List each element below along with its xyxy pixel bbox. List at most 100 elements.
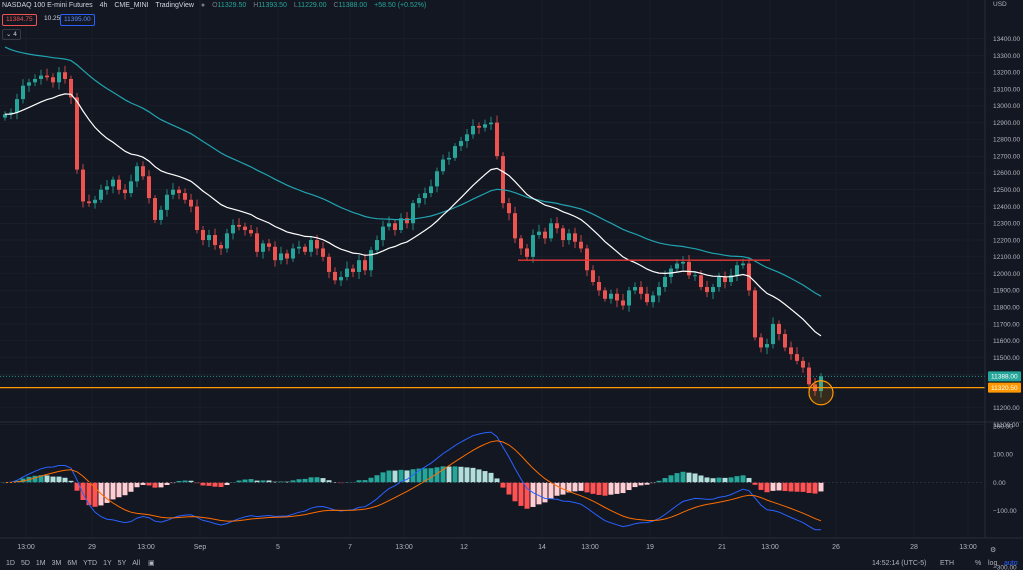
session-toggle[interactable]: ETH (940, 560, 954, 567)
candle (399, 213, 403, 234)
candle (459, 136, 463, 151)
indicators-toggle[interactable]: ⌄ 4 (2, 29, 21, 40)
macd-tick-label: 100.00 (993, 452, 1013, 459)
price-tick-label: 12500.00 (993, 187, 1020, 194)
price-tick-label: 11100.00 (993, 422, 1020, 429)
highlight-circle[interactable] (808, 380, 834, 406)
date-range-icon[interactable]: ▣ (147, 560, 155, 567)
candle (573, 227, 577, 249)
macd-bar (476, 469, 482, 483)
candle (579, 235, 583, 253)
macd-bar (164, 482, 170, 486)
percent-toggle[interactable]: % (975, 560, 982, 567)
candle (723, 271, 727, 289)
macd-bar (584, 482, 590, 493)
candle (603, 287, 607, 302)
macd-bar (104, 482, 110, 503)
tf-1d[interactable]: 1D (6, 560, 15, 567)
macd-bar (470, 467, 476, 483)
macd-bar (158, 482, 164, 488)
macd-bar (110, 482, 116, 500)
candle (657, 281, 661, 303)
tf-all[interactable]: All (132, 560, 141, 567)
macd-tick-label: −100.00 (993, 508, 1017, 515)
macd-bar (242, 479, 248, 483)
time-tick-label: 13:00 (959, 544, 977, 551)
macd-bar (410, 469, 416, 483)
candle (681, 256, 685, 270)
candle (501, 152, 505, 209)
macd-bar (56, 476, 62, 483)
candle (663, 270, 667, 292)
macd-bar (368, 477, 374, 483)
macd-bar (422, 468, 428, 483)
macd-bar (614, 482, 620, 494)
settings-gear-icon[interactable]: ⚙ (990, 547, 997, 554)
candle (123, 184, 127, 200)
log-toggle[interactable]: log (988, 560, 998, 567)
clock[interactable]: 14:52:14 (UTC-5) (872, 560, 927, 567)
macd-bar (380, 472, 386, 483)
macd-bar (356, 480, 362, 483)
macd-bar (326, 480, 332, 483)
candle (549, 218, 553, 242)
tf-6m[interactable]: 6M (67, 560, 78, 567)
candle (243, 222, 247, 236)
tf-ytd[interactable]: YTD (83, 560, 98, 567)
source-label: TradingView (155, 2, 194, 9)
macd-bar (266, 480, 272, 483)
candle (627, 286, 631, 312)
price-tick-label: 12900.00 (993, 120, 1020, 127)
macd-axis[interactable]: 200.00 100.00 0.00 −100.00 −300.00 (993, 423, 1017, 570)
price-tick-label: 11700.00 (993, 321, 1020, 328)
candle (57, 67, 61, 90)
timeframe-bar: 1D 5D 1M 3M 6M YTD 1Y 5Y All ▣ (0, 558, 1023, 570)
sell-button[interactable]: 11384.75 (2, 14, 37, 26)
buy-button[interactable]: 11395.00 (60, 14, 95, 26)
candle (729, 268, 733, 287)
price-tick-label: 13000.00 (993, 103, 1020, 110)
time-tick-label: 21 (718, 544, 726, 551)
status-dot-icon: ● (200, 2, 206, 9)
ohlc-open: O11329.50 (212, 2, 246, 9)
candle (807, 362, 811, 392)
macd-bar (794, 482, 800, 492)
tf-1m[interactable]: 1M (35, 560, 46, 567)
candle (789, 341, 793, 360)
macd-bar (176, 481, 182, 483)
interval-label[interactable]: 4h (99, 2, 108, 9)
macd-bar (452, 466, 458, 483)
currency-label[interactable]: USD (993, 1, 1007, 8)
candle (135, 162, 139, 188)
tf-3m[interactable]: 3M (51, 560, 62, 567)
macd-bar (38, 475, 44, 483)
tf-5d[interactable]: 5D (20, 560, 30, 567)
tf-5y[interactable]: 5Y (117, 560, 127, 567)
macd-bar (722, 477, 728, 483)
price-tick-label: 11800.00 (993, 304, 1020, 311)
price-tick-label: 13200.00 (993, 70, 1020, 77)
candle (279, 246, 283, 265)
macd-bar (404, 470, 410, 483)
price-tick-label: 12300.00 (993, 221, 1020, 228)
grid-lines (0, 0, 985, 538)
symbol-name[interactable]: NASDAQ 100 E-mini Futures (2, 2, 93, 9)
tf-1y[interactable]: 1Y (103, 560, 112, 567)
macd-bar (698, 475, 704, 483)
macd-bar (692, 473, 698, 483)
open-value: 11329.50 (217, 2, 247, 9)
macd-bar (50, 476, 56, 483)
candle (291, 243, 295, 263)
candle (105, 180, 109, 195)
candle (33, 74, 37, 87)
macd-bar (140, 482, 146, 485)
time-tick-label: 12 (460, 544, 468, 551)
auto-toggle[interactable]: auto (1004, 560, 1018, 567)
time-axis[interactable]: 13:00 29 13:00 Sep 5 7 13:00 12 14 13:00 19 21 13:00… (17, 544, 977, 551)
macd-histogram (2, 466, 824, 509)
macd-bar (770, 482, 776, 491)
time-tick-label: 13:00 (17, 544, 35, 551)
candle (195, 199, 199, 234)
